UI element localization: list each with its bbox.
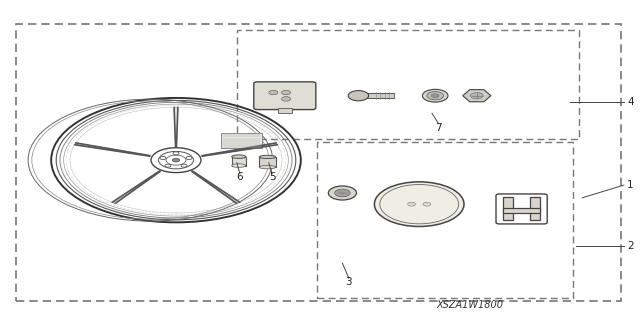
- Bar: [358, 93, 394, 98]
- Polygon shape: [174, 107, 178, 146]
- Circle shape: [423, 202, 431, 206]
- Ellipse shape: [259, 155, 276, 159]
- Bar: [259, 157, 276, 167]
- Text: 2: 2: [627, 241, 634, 251]
- FancyBboxPatch shape: [254, 82, 316, 110]
- Circle shape: [470, 93, 483, 99]
- Circle shape: [160, 157, 166, 160]
- Polygon shape: [192, 171, 240, 204]
- Text: 1: 1: [627, 180, 634, 190]
- Bar: [503, 197, 513, 220]
- Circle shape: [165, 164, 171, 167]
- Text: 7: 7: [435, 122, 442, 133]
- Circle shape: [348, 91, 369, 101]
- Text: 4: 4: [627, 97, 634, 107]
- Ellipse shape: [259, 166, 276, 169]
- Ellipse shape: [232, 164, 246, 167]
- Bar: [278, 108, 292, 114]
- Text: 3: 3: [346, 277, 352, 287]
- Circle shape: [186, 157, 192, 160]
- Bar: [530, 197, 540, 220]
- Bar: [16, 24, 621, 301]
- Circle shape: [282, 90, 291, 95]
- Circle shape: [181, 164, 187, 167]
- Circle shape: [427, 92, 444, 100]
- Bar: [221, 133, 262, 148]
- Circle shape: [431, 94, 439, 98]
- Circle shape: [173, 152, 179, 155]
- Polygon shape: [112, 171, 160, 204]
- Polygon shape: [463, 90, 491, 102]
- Circle shape: [328, 186, 356, 200]
- Polygon shape: [202, 143, 278, 156]
- Circle shape: [269, 90, 278, 95]
- Circle shape: [408, 202, 415, 206]
- Circle shape: [172, 158, 180, 162]
- Circle shape: [282, 97, 291, 101]
- Bar: [503, 208, 540, 213]
- Bar: [232, 157, 246, 166]
- Bar: [237, 30, 579, 139]
- Polygon shape: [74, 143, 150, 156]
- Circle shape: [374, 182, 464, 226]
- Text: 5: 5: [269, 172, 275, 182]
- Bar: [317, 142, 573, 298]
- Ellipse shape: [232, 155, 246, 159]
- Circle shape: [335, 189, 350, 197]
- Text: 6: 6: [237, 172, 243, 182]
- Text: XSZA1W1800: XSZA1W1800: [437, 300, 504, 310]
- Circle shape: [422, 89, 448, 102]
